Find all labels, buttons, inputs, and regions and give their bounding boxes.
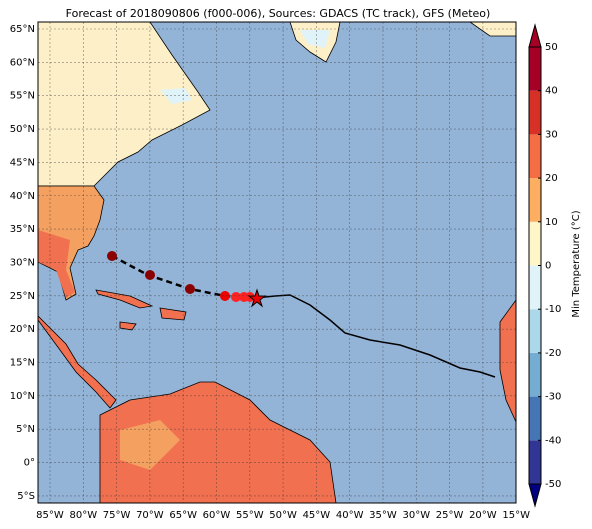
lon-tick-label: 40°W (336, 510, 364, 521)
lon-tick-label: 55°W (236, 510, 264, 521)
colorbar-tick-label: -20 (545, 348, 561, 359)
lat-tick-label: 15°N (10, 358, 35, 369)
land (37, 21, 517, 504)
lon-tick-label: 30°W (402, 510, 430, 521)
lat-tick-label: 10°N (10, 391, 35, 402)
storm-icon (185, 284, 195, 294)
lat-tick-label: 5°N (16, 424, 35, 435)
colorbar-tick-label: 20 (545, 173, 558, 184)
lon-tick-label: 70°W (136, 510, 164, 521)
lat-tick-label: 35°N (10, 224, 35, 235)
hispaniola (159, 307, 187, 321)
lat-tick-label: 25°N (10, 291, 35, 302)
colorbar-tick-label: 50 (545, 42, 558, 53)
central-america (37, 315, 117, 409)
lat-tick-label: 55°N (10, 91, 35, 102)
lon-tick-label: 20°W (469, 510, 497, 521)
colorbar-tick-label: 30 (545, 129, 558, 140)
lon-tick-label: 80°W (69, 510, 97, 521)
storm-icon (107, 251, 117, 261)
lon-tick-label: 60°W (203, 510, 231, 521)
lon-tick-label: 25°W (436, 510, 464, 521)
colorbar-tick-label: -40 (545, 435, 561, 446)
colorbar-segment (529, 396, 541, 441)
colorbar-extend (528, 23, 542, 48)
colorbar-segment (529, 440, 541, 484)
colorbar-label: Min Temperature (°C) (571, 210, 582, 317)
colorbar-segment (529, 352, 541, 397)
lon-tick-label: 50°W (269, 510, 297, 521)
africa (499, 298, 517, 423)
lat-tick-label: 45°N (10, 157, 35, 168)
lon-tick-label: 45°W (303, 510, 331, 521)
lon-tick-label: 85°W (36, 510, 64, 521)
colorbar-tick-label: -50 (545, 479, 561, 490)
lon-tick-label: 35°W (369, 510, 397, 521)
lat-tick-label: 50°N (10, 124, 35, 135)
colorbar-tick-label: -10 (545, 304, 561, 315)
colorbar-extend (528, 483, 542, 508)
storm-icon (231, 292, 241, 302)
lon-tick-label: 75°W (103, 510, 131, 521)
lat-tick-label: 65°N (10, 24, 35, 35)
colorbar: 50 40 30 20 10 0 -10 -20 -30 -40 -50 (528, 23, 561, 508)
lat-tick-label: 40°N (10, 191, 35, 202)
lon-tick-label: 15°W (502, 510, 530, 521)
colorbar-segment (529, 265, 541, 310)
lat-tick-label: 60°N (10, 57, 35, 68)
usa-south (38, 230, 75, 298)
lat-tick-label: 5°S (17, 491, 35, 502)
colorbar-segment (529, 309, 541, 353)
lat-tick-label: 20°N (10, 324, 35, 335)
lat-tick-label: 30°N (10, 257, 35, 268)
forecast-track (254, 294, 496, 378)
andes-patch (120, 420, 180, 470)
colorbar-tick-label: -30 (545, 392, 561, 403)
colorbar-segment (529, 178, 541, 222)
colorbar-tick-label: 0 (545, 261, 551, 272)
title: Forecast of 2018090806 (f000-006), Sourc… (66, 7, 491, 20)
storm-icon (220, 291, 230, 301)
lon-tick-label: 65°W (169, 510, 197, 521)
colorbar-tick-label: 10 (545, 217, 558, 228)
colorbar-segment (529, 47, 541, 91)
map-frame (37, 21, 517, 504)
greenland-ice (300, 30, 330, 48)
colorbar-tick-label: 40 (545, 86, 558, 97)
colorbar-segment (529, 90, 541, 135)
colorbar-segment (529, 134, 541, 179)
colorbar-segment (529, 221, 541, 266)
lat-tick-label: 0° (24, 458, 35, 469)
jamaica (119, 321, 137, 331)
